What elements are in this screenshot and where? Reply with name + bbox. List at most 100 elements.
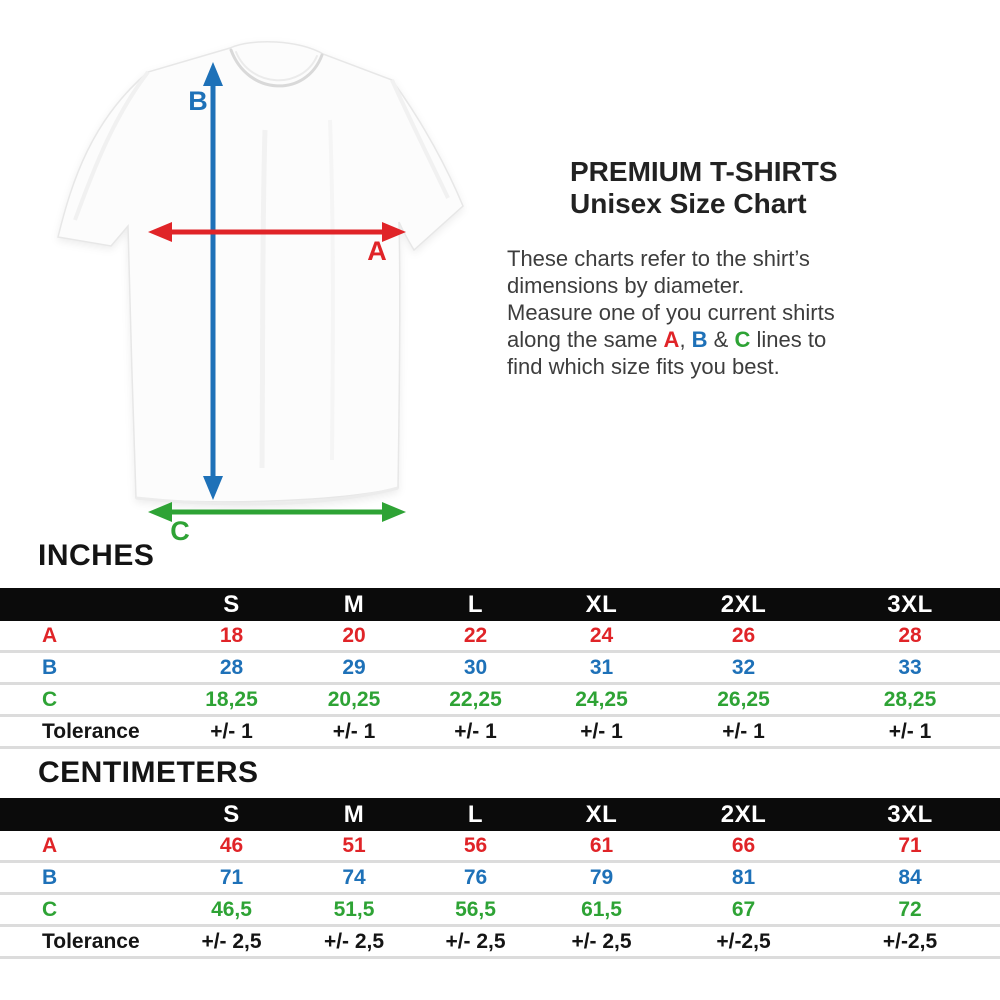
description: These charts refer to the shirt’s dimensi… — [507, 245, 987, 380]
size-cell: 18,25 — [170, 683, 293, 717]
measure-arrow-b: B — [188, 62, 223, 500]
size-cell: +/- 1 — [536, 715, 667, 749]
tshirt-shape — [57, 41, 464, 506]
size-cell: +/- 1 — [293, 715, 415, 749]
size-cell: +/- 2,5 — [536, 925, 667, 959]
table-row: C 18,25 20,25 22,25 24,25 26,25 28,25 — [0, 683, 1000, 717]
size-cell: 26,25 — [667, 683, 820, 717]
size-cell: 20 — [293, 621, 415, 653]
size-column-header: L — [415, 798, 536, 831]
size-cell: 24 — [536, 621, 667, 653]
size-cell: +/- 1 — [820, 715, 1000, 749]
size-column-header: M — [293, 588, 415, 621]
size-cell: 33 — [820, 651, 1000, 685]
centimeters-heading: CENTIMETERS — [38, 756, 259, 789]
size-header-row: S M L XL 2XL 3XL — [0, 798, 1000, 831]
size-cell: 79 — [536, 861, 667, 895]
inches-table-wrap: S M L XL 2XL 3XL A 18 20 22 24 26 28 B 28 29 30 31 32 33 C 18… — [0, 588, 1000, 749]
size-cell: 31 — [536, 651, 667, 685]
description-line: along the same A, B & C lines to — [507, 326, 987, 353]
size-cell: 71 — [820, 831, 1000, 863]
size-cell: 26 — [667, 621, 820, 653]
size-cell: +/- 2,5 — [293, 925, 415, 959]
description-text: dimensions by diameter. — [507, 273, 745, 298]
size-table: S M L XL 2XL 3XL A 18 20 22 24 26 28 B 28 29 30 31 32 33 C 18… — [0, 588, 1000, 749]
size-cell: +/- 1 — [415, 715, 536, 749]
description-text: & — [707, 327, 735, 352]
measure-letter: B — [691, 327, 708, 352]
size-cell: 46,5 — [170, 893, 293, 927]
size-cell: 28 — [170, 651, 293, 685]
size-cell: 71 — [170, 861, 293, 895]
size-cell: 18 — [170, 621, 293, 653]
size-cell: 30 — [415, 651, 536, 685]
size-cell: 56,5 — [415, 893, 536, 927]
size-cell: 76 — [415, 861, 536, 895]
size-cell: 24,25 — [536, 683, 667, 717]
size-cell: +/-2,5 — [667, 925, 820, 959]
row-label: A — [0, 621, 170, 653]
size-cell: 66 — [667, 831, 820, 863]
size-cell: 72 — [820, 893, 1000, 927]
size-cell: 20,25 — [293, 683, 415, 717]
size-column-header: XL — [536, 588, 667, 621]
description-text: These charts refer to the shirt’s — [507, 246, 810, 271]
arrow-label-b: B — [188, 86, 208, 116]
description-line: find which size fits you best. — [507, 353, 987, 380]
table-row: A 18 20 22 24 26 28 — [0, 621, 1000, 653]
size-cell: +/-2,5 — [820, 925, 1000, 959]
description-text: lines to — [750, 327, 827, 352]
description-line: These charts refer to the shirt’s — [507, 245, 987, 272]
size-column-header: 3XL — [820, 798, 1000, 831]
row-label: C — [0, 683, 170, 717]
description-text: along the same — [507, 327, 664, 352]
measure-arrow-a: A — [148, 222, 406, 266]
arrow-label-c: C — [170, 516, 190, 546]
size-column-header: 2XL — [667, 798, 820, 831]
size-cell: 32 — [667, 651, 820, 685]
measure-letter: C — [734, 327, 751, 352]
row-label: C — [0, 893, 170, 927]
size-cell: 61 — [536, 831, 667, 863]
size-cell: 56 — [415, 831, 536, 863]
size-cell: +/- 1 — [170, 715, 293, 749]
table-row: B 71 74 76 79 81 84 — [0, 861, 1000, 895]
description-text: Measure one of you current shirts — [507, 300, 835, 325]
title-line-1: PREMIUM T-SHIRTS — [570, 156, 838, 187]
table-row: A 46 51 56 61 66 71 — [0, 831, 1000, 863]
size-table: S M L XL 2XL 3XL A 46 51 56 61 66 71 B 71 74 76 79 81 84 C 46… — [0, 798, 1000, 959]
size-column-header — [0, 798, 170, 831]
row-label: Tolerance — [0, 715, 170, 749]
size-column-header: M — [293, 798, 415, 831]
row-label: B — [0, 651, 170, 685]
size-cell: +/- 2,5 — [415, 925, 536, 959]
size-column-header: 2XL — [667, 588, 820, 621]
size-cell: 28 — [820, 621, 1000, 653]
description-text: , — [679, 327, 692, 352]
table-row: Tolerance +/- 2,5 +/- 2,5 +/- 2,5 +/- 2,5 +/-… — [0, 925, 1000, 959]
size-cell: 22,25 — [415, 683, 536, 717]
centimeters-table-wrap: S M L XL 2XL 3XL A 46 51 56 61 66 71 B 71 74 76 79 81 84 C 46… — [0, 798, 1000, 959]
size-cell: 29 — [293, 651, 415, 685]
collar-line — [229, 48, 324, 88]
size-cell: 74 — [293, 861, 415, 895]
row-label: Tolerance — [0, 925, 170, 959]
row-label: B — [0, 861, 170, 895]
description-line: dimensions by diameter. — [507, 272, 987, 299]
size-cell: 67 — [667, 893, 820, 927]
size-column-header: XL — [536, 798, 667, 831]
description-line: Measure one of you current shirts — [507, 299, 987, 326]
size-cell: 61,5 — [536, 893, 667, 927]
size-cell: 84 — [820, 861, 1000, 895]
size-cell: +/- 1 — [667, 715, 820, 749]
size-column-header: L — [415, 588, 536, 621]
size-cell: +/- 2,5 — [170, 925, 293, 959]
page-title: PREMIUM T-SHIRTS Unisex Size Chart — [570, 156, 838, 220]
size-cell: 22 — [415, 621, 536, 653]
title-line-2: Unisex Size Chart — [570, 188, 807, 219]
size-header-row: S M L XL 2XL 3XL — [0, 588, 1000, 621]
size-cell: 51,5 — [293, 893, 415, 927]
size-cell: 81 — [667, 861, 820, 895]
size-column-header — [0, 588, 170, 621]
